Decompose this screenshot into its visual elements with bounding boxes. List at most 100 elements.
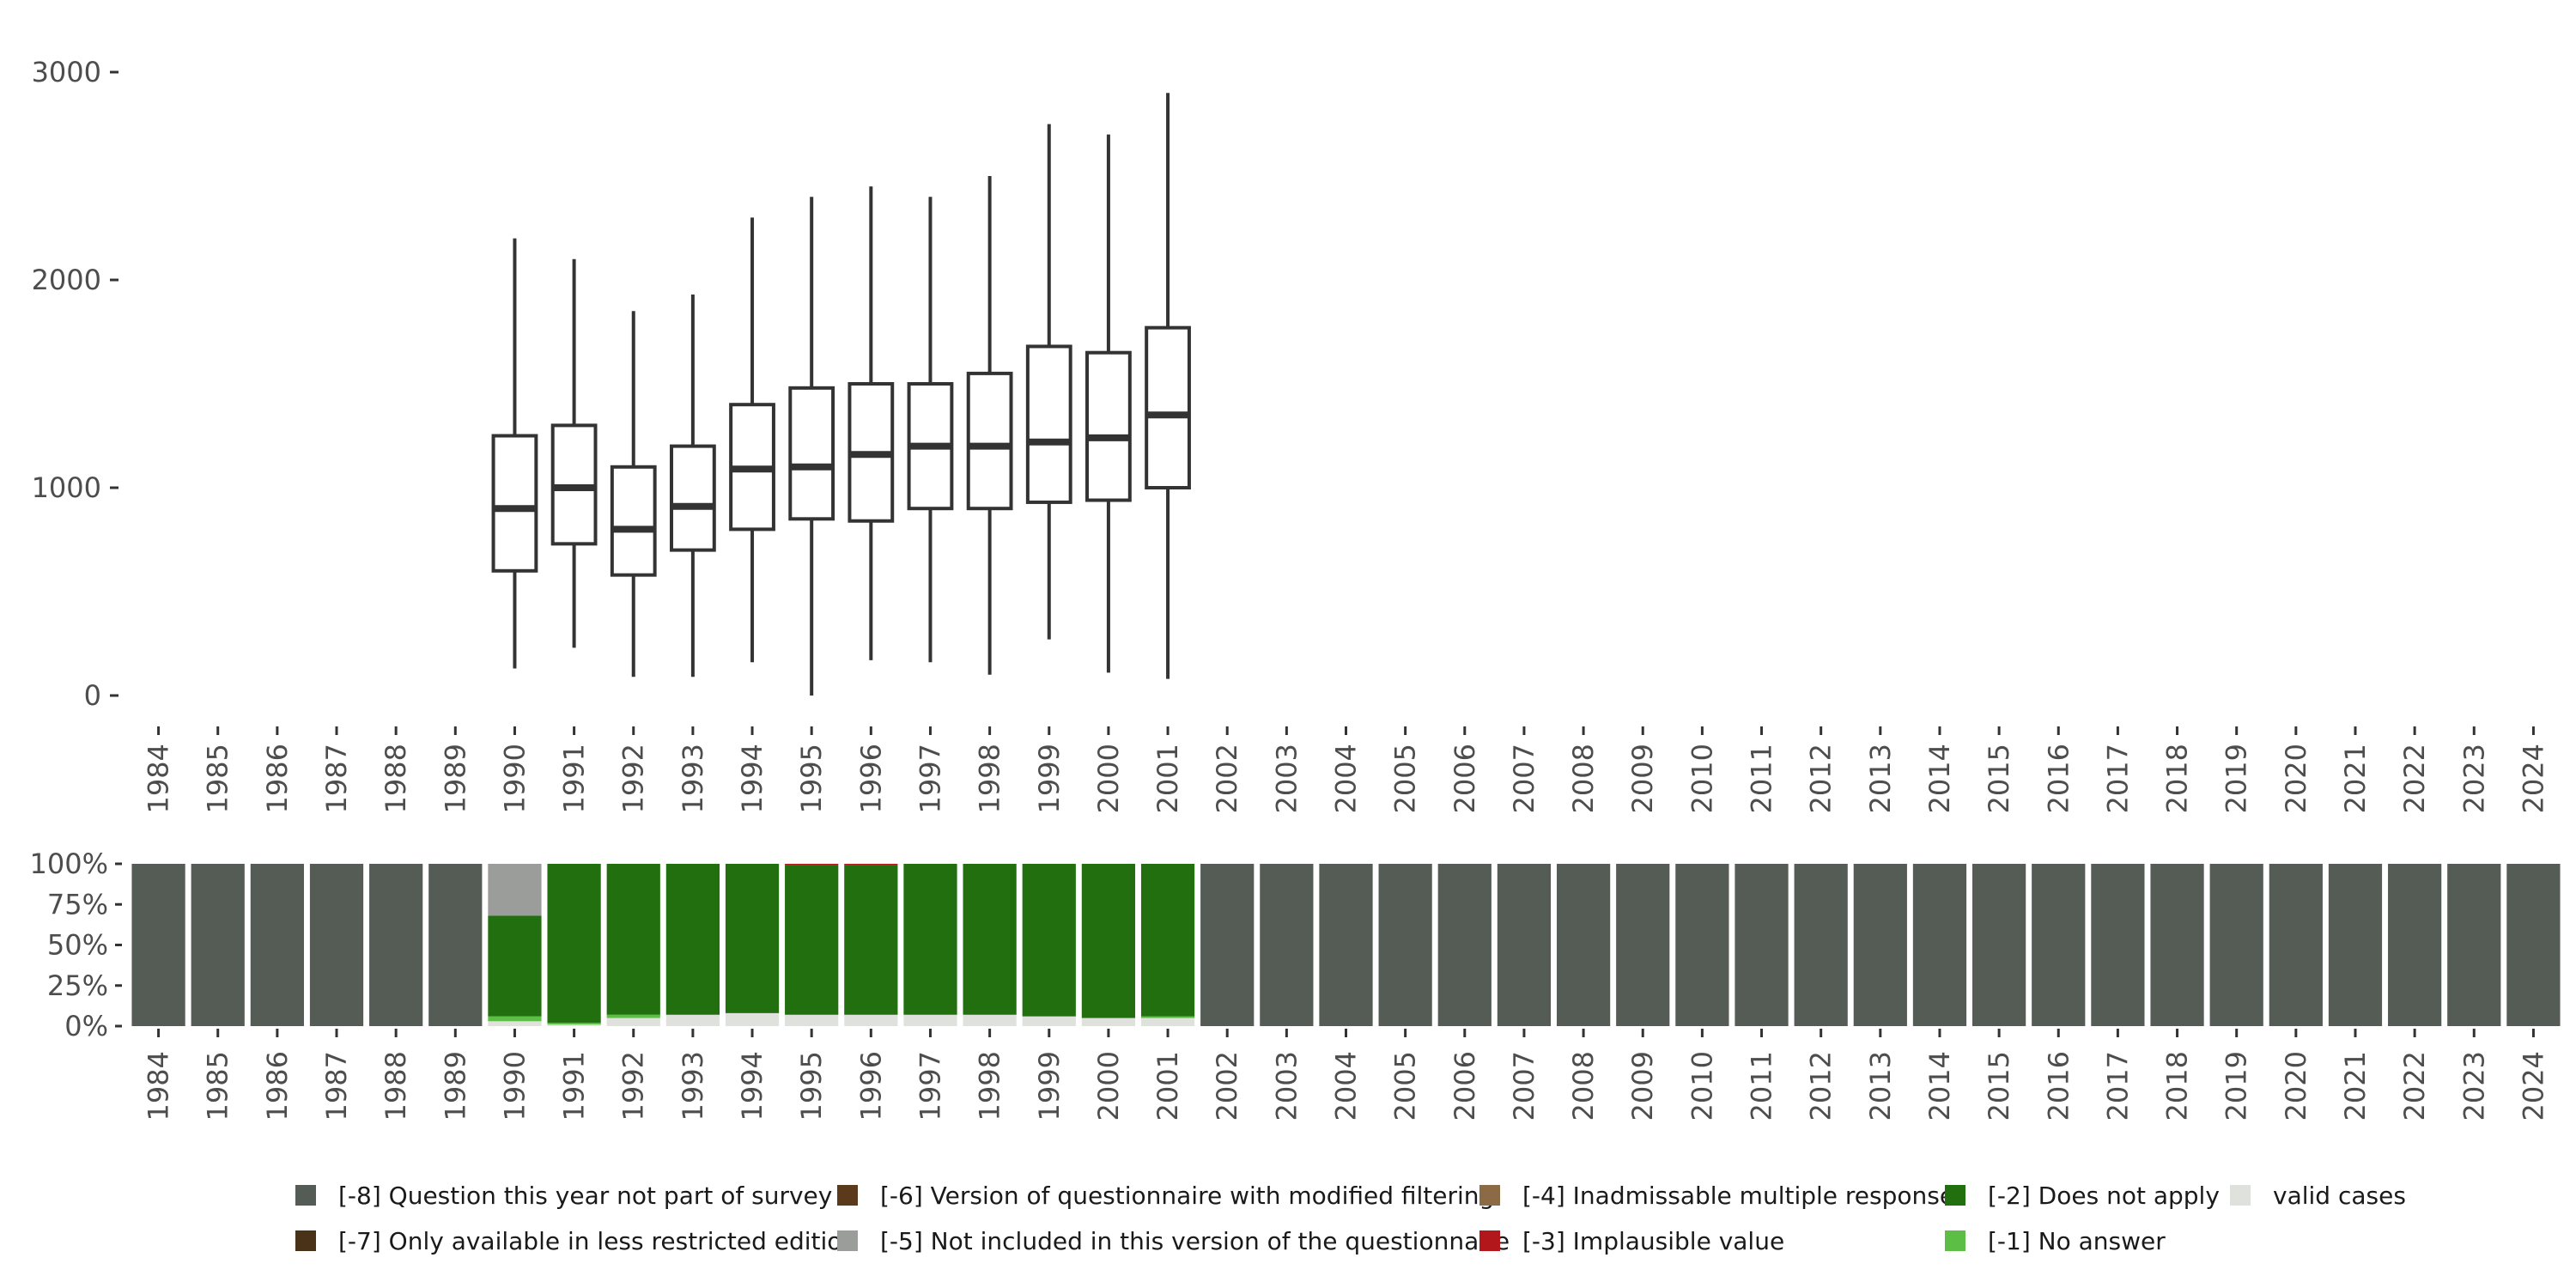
x-tick-label: 1986 [261,744,294,813]
x-tick-label: 2003 [1270,744,1303,813]
bar-segment-m8 [2328,864,2383,1026]
legend-swatch-m7 [295,1230,316,1251]
box-iqr [669,444,716,552]
x-tick-label: 1991 [558,744,591,813]
x-tick-label: 2020 [2280,1051,2312,1121]
x-tick-label: 2002 [1211,1051,1243,1121]
bar-segment-m8 [2388,864,2442,1026]
bar-segment-m1 [547,1023,601,1025]
y-tick-label: 1000 [32,471,101,504]
x-tick-label: 2008 [1567,744,1600,813]
x-tick-label: 2009 [1626,1051,1659,1121]
x-tick-label: 1994 [736,1051,769,1121]
x-tick-label: 2010 [1686,744,1718,813]
bar-segment-valid [1140,1018,1195,1026]
x-tick-label: 1988 [380,1051,412,1121]
x-tick-label: 2016 [2042,744,2075,813]
x-tick-label: 1995 [795,744,828,813]
x-tick-label: 1998 [974,744,1006,813]
x-tick-label: 2000 [1092,744,1125,813]
stacked-bar-panel [131,864,2561,1026]
x-tick-label: 2017 [2101,744,2134,813]
x-tick-label: 2009 [1626,744,1659,813]
bar-segment-m8 [2091,864,2145,1026]
boxplot-x-axis: 1984 1985 1986 1987 1988 1989 1990 1991 1992 1993… [143,726,2549,813]
x-tick-label: 1984 [143,744,175,813]
bar-segment-valid [665,1014,720,1026]
x-tick-label: 2011 [1746,1051,1778,1121]
y-tick-label: 75% [47,888,108,920]
legend-label-m7: [-7] Only available in less restricted e… [338,1227,857,1255]
box-iqr [1025,344,1072,504]
bar-segment-m8 [1200,864,1255,1026]
x-tick-label: 2001 [1151,744,1184,813]
x-tick-label: 2017 [2101,1051,2134,1121]
x-tick-label: 2019 [2221,1051,2253,1121]
bar-segment-m2 [785,865,839,1015]
bar-segment-m8 [1971,864,2026,1026]
legend-swatch-m1 [1945,1230,1965,1251]
x-tick-label: 2013 [1864,1051,1897,1121]
bar-segment-valid [547,1024,601,1026]
x-tick-label: 2005 [1389,1051,1422,1121]
bar-segment-m8 [250,864,304,1026]
bar-segment-valid [785,1014,839,1026]
x-tick-label: 2012 [1805,1051,1838,1121]
x-tick-label: 2007 [1508,744,1540,813]
y-tick-label: 0% [64,1010,108,1042]
bar-segment-m8 [1260,864,1314,1026]
x-tick-label: 1998 [974,1051,1006,1121]
bar-segment-valid [1081,1018,1136,1026]
y-tick-label: 50% [47,929,108,962]
bar-segment-m8 [2447,864,2501,1026]
x-tick-label: 1987 [320,744,353,813]
x-tick-label: 1988 [380,744,412,813]
boxplot-y-axis: 0 1000 2000 3000 [32,56,118,712]
bar-segment-m2 [1022,864,1076,1017]
x-tick-label: 2019 [2221,744,2253,813]
bar-segment-m2 [1140,864,1195,1017]
x-tick-label: 2001 [1151,1051,1184,1121]
x-tick-label: 1990 [498,1051,531,1121]
legend-label-m3: [-3] Implausible value [1522,1227,1784,1255]
x-tick-label: 2015 [1983,744,2015,813]
bar-segment-m8 [2506,864,2561,1026]
bar-segment-m8 [428,864,483,1026]
x-tick-label: 2011 [1746,744,1778,813]
bar-segment-m1 [1140,1016,1195,1018]
x-tick-label: 2004 [1330,744,1363,813]
legend-swatch-m8 [295,1185,316,1206]
x-tick-label: 1991 [558,1051,591,1121]
bar-segment-m8 [1912,864,1967,1026]
bar-segment-m8 [2150,864,2204,1026]
x-tick-label: 1999 [1033,1051,1066,1121]
x-tick-label: 2004 [1330,1051,1363,1121]
bar-segment-m2 [844,865,898,1015]
x-tick-label: 2022 [2398,1051,2431,1121]
legend-label-m6: [-6] Version of questionnaire with modif… [880,1182,1494,1210]
bar-segment-m8 [1735,864,1789,1026]
legend-label-m2: [-2] Does not apply [1988,1182,2220,1210]
bar-segment-m1 [488,1016,542,1022]
bar-segment-m1 [606,1014,660,1018]
x-tick-label: 1995 [795,1051,828,1121]
box-iqr [1085,350,1132,502]
x-tick-label: 1984 [143,1051,175,1121]
bar-segment-m8 [309,864,364,1026]
legend-swatch-m6 [837,1185,858,1206]
legend-swatch-m5 [837,1230,858,1251]
box-iqr [788,386,835,521]
legend-swatch-valid [2230,1185,2251,1206]
legend-swatch-m4 [1479,1185,1500,1206]
bar-segment-m2 [963,864,1017,1015]
bar-segment-m8 [2269,864,2323,1026]
bar-segment-m8 [1616,864,1670,1026]
x-tick-label: 2007 [1508,1051,1540,1121]
bar-segment-m8 [1437,864,1492,1026]
bar-segment-m8 [1794,864,1848,1026]
bar-segment-m8 [369,864,423,1026]
bar-segment-m2 [665,864,720,1015]
legend-swatch-m3 [1479,1230,1500,1251]
bar-segment-m2 [1081,864,1136,1018]
